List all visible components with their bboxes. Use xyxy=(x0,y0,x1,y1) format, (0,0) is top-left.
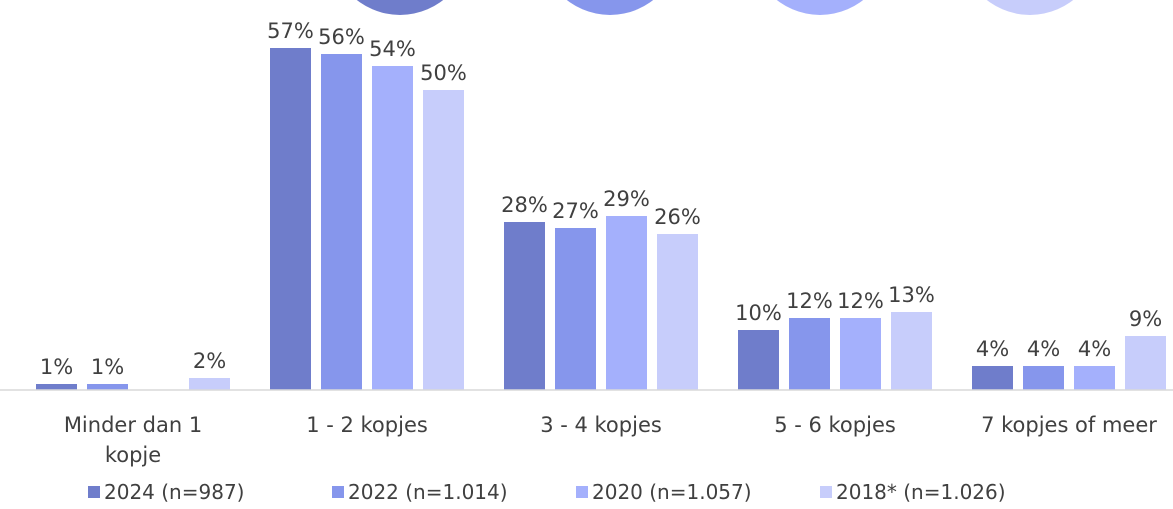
data-label: 56% xyxy=(318,25,365,49)
bars xyxy=(36,48,1166,390)
data-label: 9% xyxy=(1129,307,1162,331)
bar xyxy=(555,228,596,390)
data-label: 10% xyxy=(735,301,782,325)
bar xyxy=(189,378,230,390)
bar xyxy=(36,384,77,390)
bar xyxy=(972,366,1013,390)
legend-label: 2018* (n=1.026) xyxy=(836,480,1006,504)
category-label: 3 - 4 kopjes xyxy=(540,413,662,437)
legend-label: 2024 (n=987) xyxy=(104,480,245,504)
decor-circle xyxy=(566,0,654,15)
bar xyxy=(1125,336,1166,390)
bar xyxy=(789,318,830,390)
decor-circle xyxy=(776,0,864,15)
legend-item: 2022 (n=1.014) xyxy=(332,480,576,504)
decor-circle xyxy=(356,0,444,15)
legend-swatch xyxy=(332,486,344,498)
category-label: 7 kopjes of meer xyxy=(981,413,1157,437)
bar xyxy=(270,48,311,390)
data-label: 54% xyxy=(369,37,416,61)
data-label: 2% xyxy=(193,349,226,373)
bar-chart: 1% 1% 2%57% 56% 54%50%28% 27% 29%26%10% 12% 12% 1… xyxy=(0,0,1173,467)
data-label: 12% xyxy=(837,289,884,313)
legend-swatch xyxy=(88,486,100,498)
legend-swatch xyxy=(820,486,832,498)
bar xyxy=(606,216,647,390)
legend-item: 2020 (n=1.057) xyxy=(576,480,820,504)
data-label: 26% xyxy=(654,205,701,229)
legend-swatch xyxy=(576,486,588,498)
bar xyxy=(372,66,413,390)
legend-item: 2018* (n=1.026) xyxy=(820,480,1064,504)
bar xyxy=(1023,366,1064,390)
data-label: 27% xyxy=(552,199,599,223)
data-label: 50% xyxy=(420,61,467,85)
decorative-circles xyxy=(356,0,1074,15)
category-label: 5 - 6 kopjes xyxy=(774,413,896,437)
bar xyxy=(891,312,932,390)
category-label: 1 - 2 kopjes xyxy=(306,413,428,437)
bar xyxy=(840,318,881,390)
data-label: 1% xyxy=(40,355,73,379)
data-label: 1% xyxy=(91,355,124,379)
bar xyxy=(504,222,545,390)
legend-item: 2024 (n=987) xyxy=(88,480,332,504)
legend-label: 2022 (n=1.014) xyxy=(348,480,508,504)
data-label: 4% xyxy=(976,337,1009,361)
data-label: 13% xyxy=(888,283,935,307)
bar xyxy=(738,330,779,390)
data-label: 57% xyxy=(267,19,314,43)
bar xyxy=(657,234,698,390)
bar xyxy=(87,384,128,390)
legend-label: 2020 (n=1.057) xyxy=(592,480,752,504)
category-labels: Minder dan 1 kopje 1 - 2 kopjes 3 - 4 kopje… xyxy=(64,413,1157,467)
data-label: 29% xyxy=(603,187,650,211)
data-label: 12% xyxy=(786,289,833,313)
data-labels: 1% 1% 2%57% 56% 54%50%28% 27% 29%26%10% 12% 12% 1… xyxy=(40,19,1162,379)
bar xyxy=(1074,366,1115,390)
category-label: Minder dan 1 kopje xyxy=(64,413,202,467)
legend: 2024 (n=987) 2022 (n=1.014) 2020 (n=1.057)… xyxy=(88,480,1064,504)
data-label: 28% xyxy=(501,193,548,217)
data-label: 4% xyxy=(1027,337,1060,361)
data-label: 4% xyxy=(1078,337,1111,361)
bar xyxy=(423,90,464,390)
bar xyxy=(321,54,362,390)
decor-circle xyxy=(986,0,1074,15)
